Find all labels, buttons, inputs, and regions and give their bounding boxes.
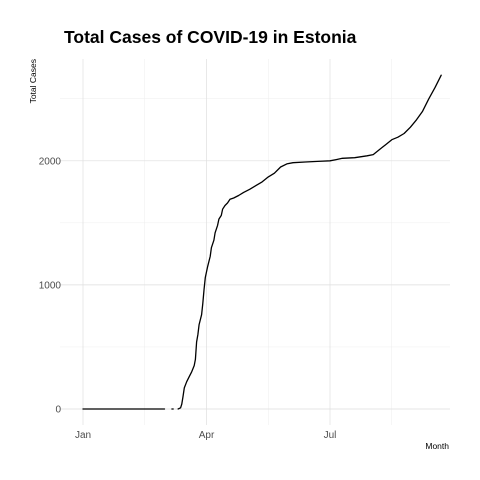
- x-axis-title: Month: [425, 441, 449, 451]
- y-tick-label: 1000: [39, 280, 62, 291]
- x-tick-label: Apr: [199, 430, 215, 441]
- y-tick-labels: 0 1000 2000: [39, 156, 62, 415]
- x-tick-label: Jul: [324, 430, 337, 441]
- minor-gridlines: [60, 59, 450, 425]
- major-gridlines: [60, 59, 450, 425]
- series-line-total-cases: [177, 74, 442, 410]
- chart-title: Total Cases of COVID-19 in Estonia: [64, 27, 357, 47]
- x-tick-labels: Jan Apr Jul: [75, 430, 336, 441]
- y-tick-label: 0: [55, 405, 61, 416]
- x-tick-label: Jan: [75, 430, 91, 441]
- y-axis-title: Total Cases: [28, 59, 38, 103]
- y-tick-label: 2000: [39, 156, 62, 167]
- series-layer: [82, 74, 442, 410]
